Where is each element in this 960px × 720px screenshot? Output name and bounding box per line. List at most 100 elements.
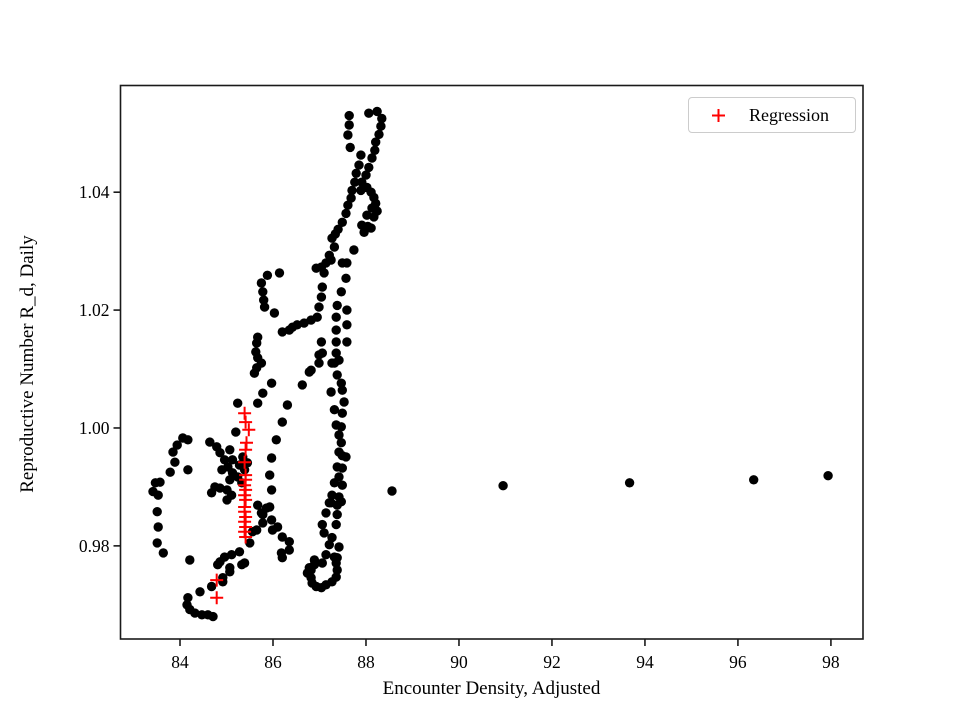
data-point — [332, 300, 342, 311]
x-tick-label: 90 — [450, 652, 468, 672]
scatter-points — [148, 106, 833, 622]
data-point — [284, 545, 294, 555]
data-point — [334, 430, 344, 440]
data-point — [329, 242, 340, 252]
data-point — [366, 223, 376, 233]
data-point — [271, 435, 281, 445]
data-point — [206, 488, 217, 498]
y-tick-label: 1.02 — [79, 300, 110, 320]
data-point — [183, 465, 193, 475]
data-point — [269, 308, 280, 318]
y-axis-ticks: 0.98 1.00 1.02 1.04 — [79, 182, 121, 556]
data-point — [309, 555, 320, 565]
x-tick-label: 94 — [636, 652, 654, 672]
data-point — [316, 292, 327, 302]
data-point — [341, 208, 351, 219]
regression-markers — [210, 406, 256, 605]
data-point — [364, 108, 374, 118]
data-point — [361, 170, 371, 180]
data-point — [314, 302, 324, 312]
y-axis-label: Reproductive Number R_d, Daily — [17, 235, 38, 493]
data-point — [370, 145, 380, 155]
data-point — [222, 495, 232, 505]
data-point — [376, 121, 386, 131]
data-point — [317, 558, 327, 568]
data-point — [331, 312, 341, 322]
data-point — [297, 380, 307, 390]
data-point — [247, 527, 258, 537]
data-point — [274, 268, 285, 278]
data-point — [343, 200, 353, 210]
data-point — [341, 452, 351, 462]
data-point — [317, 519, 327, 530]
data-point — [337, 480, 347, 490]
data-point — [256, 278, 267, 288]
data-point — [259, 295, 269, 305]
data-point — [343, 130, 353, 140]
data-point — [372, 106, 382, 117]
data-point — [344, 110, 354, 121]
data-point — [206, 581, 217, 592]
x-tick-label: 88 — [357, 652, 375, 672]
data-point — [152, 507, 162, 517]
data-point — [326, 387, 336, 397]
data-point — [371, 137, 381, 147]
data-point — [183, 593, 193, 603]
data-point — [195, 587, 205, 597]
data-point — [346, 193, 356, 203]
data-point — [823, 471, 833, 481]
data-point — [749, 475, 759, 485]
data-point — [316, 337, 327, 347]
y-tick-label: 0.98 — [79, 536, 110, 556]
data-point — [331, 337, 341, 347]
data-point — [185, 555, 195, 565]
data-point — [624, 478, 635, 488]
data-point — [150, 478, 161, 488]
data-point — [327, 358, 337, 368]
data-point — [326, 498, 336, 508]
data-point — [337, 463, 347, 473]
data-point — [359, 227, 369, 237]
data-point — [498, 481, 508, 491]
data-point — [327, 233, 337, 243]
data-point — [213, 560, 223, 570]
data-point — [332, 509, 342, 520]
data-point — [319, 268, 329, 278]
data-point — [252, 338, 262, 348]
data-point — [339, 397, 349, 407]
data-point — [253, 500, 263, 510]
data-point — [219, 455, 230, 465]
regression-point — [239, 443, 253, 457]
legend-label: Regression — [749, 104, 829, 125]
data-point — [165, 467, 175, 477]
data-point — [205, 437, 215, 447]
data-point — [266, 453, 277, 463]
data-point — [342, 337, 352, 347]
data-point — [208, 611, 218, 622]
data-point — [332, 565, 342, 575]
data-point — [158, 548, 168, 558]
legend[interactable]: Regression — [688, 97, 856, 133]
data-point — [336, 438, 346, 448]
data-point — [341, 273, 351, 283]
data-point — [258, 287, 268, 297]
data-point — [344, 120, 354, 130]
data-point — [178, 433, 188, 443]
data-point — [304, 367, 314, 377]
y-tick-label: 1.04 — [79, 182, 110, 202]
data-point — [324, 540, 334, 550]
data-point — [217, 465, 227, 475]
data-point — [329, 552, 340, 562]
data-point — [253, 398, 263, 408]
regression-point — [242, 423, 256, 437]
data-point — [267, 525, 278, 535]
data-point — [233, 398, 243, 408]
data-point — [225, 563, 235, 573]
x-tick-label: 92 — [543, 652, 561, 672]
data-point — [327, 532, 337, 543]
data-point — [331, 572, 341, 582]
x-tick-label: 96 — [729, 652, 747, 672]
data-point — [284, 537, 294, 547]
data-point — [362, 210, 372, 220]
